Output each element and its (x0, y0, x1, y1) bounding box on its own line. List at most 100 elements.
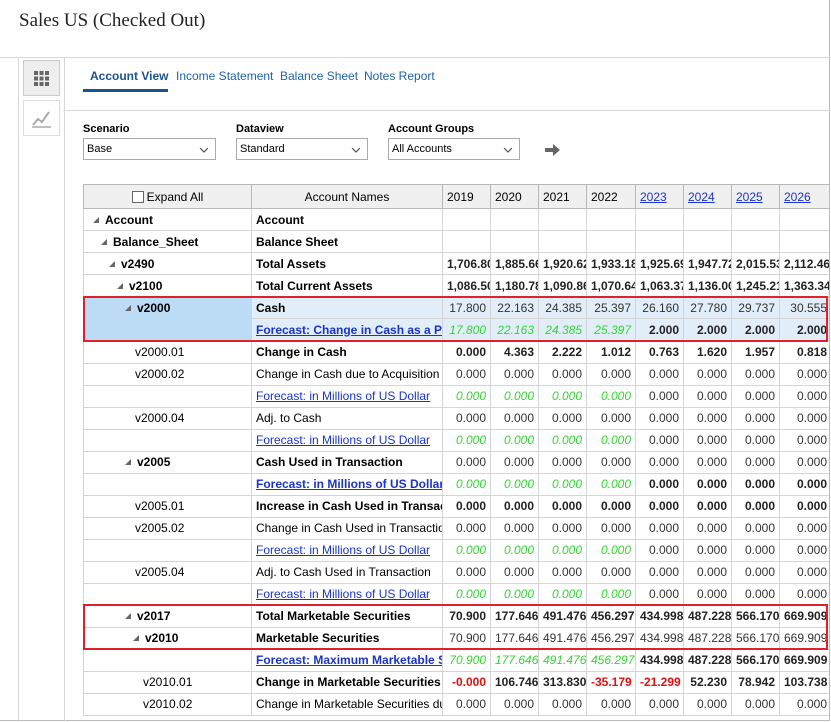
year-label: 2026 (784, 189, 811, 204)
member-label: v2000.01 (135, 345, 185, 359)
account-name[interactable]: Forecast: in Millions of US Dollar (251, 582, 443, 606)
account-name-label: Forecast: in Millions of US Dollar (256, 389, 431, 403)
value: 2.000 (796, 322, 827, 337)
year-header: 2020 (490, 184, 539, 209)
chart-view-button[interactable] (23, 100, 60, 136)
value-cell: 566.170 (731, 648, 780, 672)
year-header[interactable]: 2025 (731, 184, 780, 209)
expand-all-header[interactable]: Expand All (83, 184, 252, 209)
member-cell[interactable]: Balance_Sheet (83, 230, 252, 253)
value-cell: 0.000 (586, 406, 636, 430)
value: 434.998 (640, 609, 684, 623)
tab[interactable]: Income Statement (176, 69, 274, 83)
value-cell: 0.000 (635, 362, 684, 386)
member-cell[interactable]: v2000 (83, 296, 252, 342)
member-cell[interactable]: Account (83, 208, 252, 231)
value: 0.000 (503, 697, 534, 711)
member-cell[interactable]: v2010 (83, 626, 252, 650)
account-name-label: Change in Marketable Securities (256, 675, 441, 689)
tab[interactable]: Balance Sheet (280, 69, 359, 83)
collapse-arrow[interactable] (92, 215, 105, 224)
account-name[interactable]: Forecast: Maximum Marketable Secu (251, 648, 443, 672)
value: 487.228 (688, 653, 732, 667)
value-cell (490, 208, 539, 231)
value-cell: 0.000 (538, 494, 587, 518)
account-name[interactable]: Forecast: in Millions of US Dollar (251, 428, 443, 452)
value-cell: 0.000 (538, 692, 587, 716)
value: 669.909 (784, 609, 828, 623)
go-button[interactable] (543, 142, 561, 161)
year-header[interactable]: 2026 (779, 184, 829, 209)
grid-view-button[interactable] (23, 60, 60, 96)
member-cell[interactable]: v2005 (83, 450, 252, 474)
value-cell: 0.000 (635, 582, 684, 606)
value: 1,090.86 (543, 278, 587, 293)
data-row: Forecast: Change in Cash as a Perce 17.80… (84, 318, 829, 341)
year-header[interactable]: 2024 (683, 184, 732, 209)
value: 2.222 (551, 344, 582, 359)
value: 70.900 (449, 631, 486, 645)
value-cell: 0.000 (779, 560, 829, 584)
tab[interactable]: Notes Report (364, 69, 435, 83)
value-cell: 0.000 (683, 516, 732, 540)
value-cell: 0.000 (586, 560, 636, 584)
collapse-arrow[interactable] (124, 303, 137, 312)
account-name-label: Forecast: in Millions of US Dollar (256, 587, 431, 601)
collapse-arrow[interactable] (124, 457, 137, 466)
dropdown[interactable]: Base (83, 138, 216, 160)
value: 434.998 (640, 631, 684, 645)
collapse-arrow[interactable] (116, 281, 129, 290)
account-name[interactable]: Forecast: Change in Cash as a Perce (251, 318, 443, 341)
value: 491.476 (543, 609, 587, 623)
checkbox[interactable] (131, 190, 144, 203)
value-cell: 0.000 (635, 560, 684, 584)
data-row: v2000.01 Change in Cash 0.000 4.363 2.222 1.0… (83, 340, 829, 364)
value-cell: 0.000 (490, 494, 539, 518)
value: 566.170 (736, 631, 780, 645)
value-cell: 25.397 (586, 318, 636, 341)
value: 0.000 (796, 411, 827, 425)
collapse-arrow[interactable] (108, 259, 121, 268)
chart-icon (32, 111, 51, 128)
value: 2,015.53 (736, 256, 780, 271)
filter-label: Dataview (236, 123, 284, 135)
value-cell: 1,933.18 (586, 252, 636, 275)
account-name-label: Balance Sheet (256, 234, 339, 249)
value-cell: 17.800 (442, 318, 491, 341)
member-cell: v2010.02 (83, 692, 252, 716)
member-cell: v2005.01 (83, 494, 252, 518)
year-header[interactable]: 2023 (635, 184, 684, 209)
value: 669.909 (784, 653, 828, 667)
member-label: v2010 (145, 631, 179, 645)
value-cell (490, 230, 539, 253)
year-label: 2024 (688, 189, 715, 204)
value: 0.000 (600, 411, 631, 425)
year-header: 2019 (442, 184, 491, 209)
account-name[interactable]: Forecast: in Millions of US Dollar (251, 538, 443, 562)
value-cell: 0.000 (538, 516, 587, 540)
collapse-arrow[interactable] (100, 237, 113, 246)
dropdown[interactable]: Standard (236, 138, 368, 160)
value-cell: 0.000 (490, 384, 539, 408)
collapse-arrow[interactable] (132, 633, 145, 642)
value-cell: 0.000 (731, 538, 780, 562)
tab[interactable]: Account View (90, 69, 169, 83)
account-name[interactable]: Forecast: in Millions of US Dollar (251, 384, 443, 408)
account-name[interactable]: Forecast: in Millions of US Dollar (251, 472, 443, 496)
value: 70.900 (449, 653, 486, 667)
value-cell: 0.000 (779, 472, 829, 496)
member-cell[interactable]: v2017 (83, 604, 252, 628)
value-cell: 0.000 (586, 516, 636, 540)
value-cell: 0.000 (586, 472, 636, 496)
value: 1,920.62 (543, 256, 587, 271)
member-cell[interactable]: v2100 (83, 274, 252, 297)
value: 0.000 (796, 455, 827, 469)
value-cell: 0.000 (490, 428, 539, 452)
value-cell (683, 208, 732, 231)
value: 0.000 (744, 367, 775, 381)
collapse-arrow[interactable] (124, 611, 137, 620)
member-cell[interactable]: v2490 (83, 252, 252, 275)
value-cell: 456.297 (586, 604, 636, 628)
value: 0.000 (600, 499, 631, 513)
dropdown[interactable]: All Accounts (388, 138, 520, 160)
